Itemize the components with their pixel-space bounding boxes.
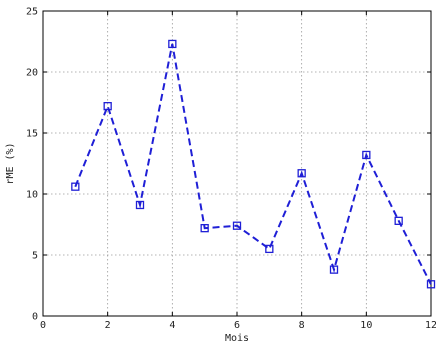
- data-point: [71, 182, 80, 191]
- y-tick-label: 15: [26, 129, 38, 140]
- data-point: [135, 200, 145, 210]
- data-point: [200, 224, 209, 233]
- x-tick-label: 2: [105, 320, 111, 331]
- y-tick-label: 20: [26, 68, 38, 79]
- grid-lines: [43, 11, 431, 316]
- axis-ticks: 0 2 4 6 8 10 12 0 5 10 15 20 25: [26, 7, 436, 332]
- x-tick-label: 6: [234, 320, 240, 331]
- data-point: [426, 280, 436, 289]
- y-tick-label: 0: [32, 312, 38, 323]
- x-tick-label: 12: [425, 320, 436, 331]
- x-tick-label: 4: [169, 320, 175, 331]
- x-axis-label: Mois: [225, 333, 249, 344]
- x-tick-label: 10: [360, 320, 372, 331]
- data-point: [362, 150, 371, 160]
- data-point: [329, 265, 339, 274]
- data-point: [265, 244, 274, 254]
- data-point: [394, 216, 403, 225]
- y-tick-label: 10: [26, 190, 38, 201]
- data-point: [103, 102, 112, 111]
- y-tick-label: 5: [32, 251, 38, 262]
- data-point: [168, 39, 177, 49]
- series-line: [74, 43, 432, 285]
- y-tick-label: 25: [26, 7, 38, 18]
- series-layer: [71, 39, 436, 289]
- x-tick-label: 8: [299, 320, 305, 331]
- data-point: [297, 169, 306, 178]
- x-tick-label: 0: [40, 320, 46, 331]
- data-point: [232, 221, 242, 230]
- y-axis-label: rME (%): [5, 142, 16, 184]
